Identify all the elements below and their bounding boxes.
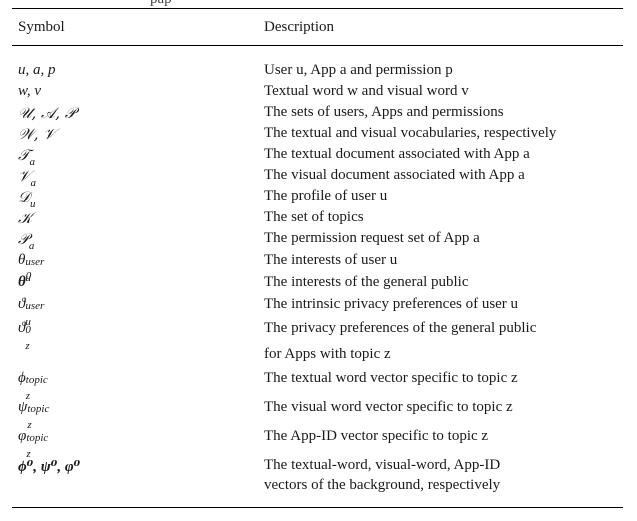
description-cell: The permission request set of App a bbox=[264, 230, 480, 246]
top-rule bbox=[12, 8, 623, 9]
table-row: u, a, p User u, App a and permission p bbox=[0, 62, 637, 84]
symbol-cell: 𝒱a bbox=[18, 167, 36, 189]
symbol-cell: ϕ topic z bbox=[18, 370, 48, 402]
symbol-cell: θ0 bbox=[18, 270, 32, 290]
symbol-cell: 𝒰, 𝒜, 𝒫 bbox=[18, 104, 76, 122]
description-cell: The visual document associated with App … bbox=[264, 167, 525, 183]
table-row: ψ topic z The visual word vector specific … bbox=[0, 399, 637, 431]
table-row: 𝒫a The permission request set of App a bbox=[0, 230, 637, 252]
table-row: w, v Textual word w and visual word v bbox=[0, 83, 637, 105]
symbol-cell: 𝒟u bbox=[18, 188, 36, 210]
description-cell: The profile of user u bbox=[264, 188, 388, 204]
description-cell: The interests of user u bbox=[264, 252, 398, 268]
description-cell: The set of topics bbox=[264, 209, 364, 225]
symbol-cell: ϑ user u bbox=[18, 296, 45, 328]
description-cell: The App-ID vector specific to topic z bbox=[264, 428, 489, 444]
table-row: φ topic z The App-ID vector specific to to… bbox=[0, 428, 637, 460]
symbol-cell: 𝒯a bbox=[18, 146, 35, 168]
table-row: 𝒟u The profile of user u bbox=[0, 188, 637, 210]
table-row: 𝒰, 𝒜, 𝒫 The sets of users, Apps and perm… bbox=[0, 104, 637, 126]
description-cell: The textual word vector specific to topi… bbox=[264, 370, 518, 386]
description-cell: for Apps with topic z bbox=[264, 346, 391, 362]
table-row: 𝒱a The visual document associated with A… bbox=[0, 167, 637, 189]
symbol-cell: 𝒫a bbox=[18, 230, 35, 252]
table-row: 𝒯a The textual document associated with … bbox=[0, 146, 637, 168]
table-row: for Apps with topic z bbox=[0, 346, 637, 368]
symbol-cell: 𝒲, 𝒱 bbox=[18, 125, 56, 143]
symbol-cell: 𝒦 bbox=[18, 209, 32, 227]
symbol-cell: φ topic z bbox=[18, 428, 49, 460]
symbol-cell: ψ topic z bbox=[18, 399, 50, 431]
description-cell: Textual word w and visual word v bbox=[264, 83, 469, 99]
description-cell: The privacy preferences of the general p… bbox=[264, 320, 537, 336]
description-cell: The visual word vector specific to topic… bbox=[264, 399, 513, 415]
description-cell: The textual-word, visual-word, App-ID bbox=[264, 457, 501, 473]
symbol-cell: u, a, p bbox=[18, 62, 56, 78]
symbol-cell: w, v bbox=[18, 83, 42, 99]
bottom-rule bbox=[12, 507, 623, 508]
description-cell: User u, App a and permission p bbox=[264, 62, 453, 78]
symbol-cell: θ user u bbox=[18, 252, 45, 284]
table-row: ϕ topic z The textual word vector specific… bbox=[0, 370, 637, 402]
header-description: Description bbox=[264, 19, 334, 35]
header-rule bbox=[12, 45, 623, 46]
symbol-cell: ϕ⁰, ψ⁰, φ⁰ bbox=[18, 459, 81, 475]
table-row: 𝒲, 𝒱 The textual and visual vocabularies… bbox=[0, 125, 637, 147]
table-row: 𝒦 The set of topics bbox=[0, 209, 637, 231]
table-row: θ user u The interests of user u bbox=[0, 252, 637, 284]
table-row: ϕ⁰, ψ⁰, φ⁰ The textual-word, visual-word… bbox=[0, 457, 637, 479]
clipped-top-text: pap bbox=[150, 0, 172, 8]
table-row: ϑ user u The intrinsic privacy preferences… bbox=[0, 296, 637, 328]
description-cell: The textual and visual vocabularies, res… bbox=[264, 125, 557, 141]
description-cell: vectors of the background, respectively bbox=[264, 477, 501, 493]
table-row: vectors of the background, respectively bbox=[0, 477, 637, 499]
description-cell: The sets of users, Apps and permissions bbox=[264, 104, 504, 120]
header-symbol: Symbol bbox=[18, 19, 65, 35]
table-row: θ0 The interests of the general public bbox=[0, 270, 637, 296]
description-cell: The intrinsic privacy preferences of use… bbox=[264, 296, 519, 312]
description-cell: The interests of the general public bbox=[264, 274, 469, 290]
description-cell: The textual document associated with App… bbox=[264, 146, 530, 162]
